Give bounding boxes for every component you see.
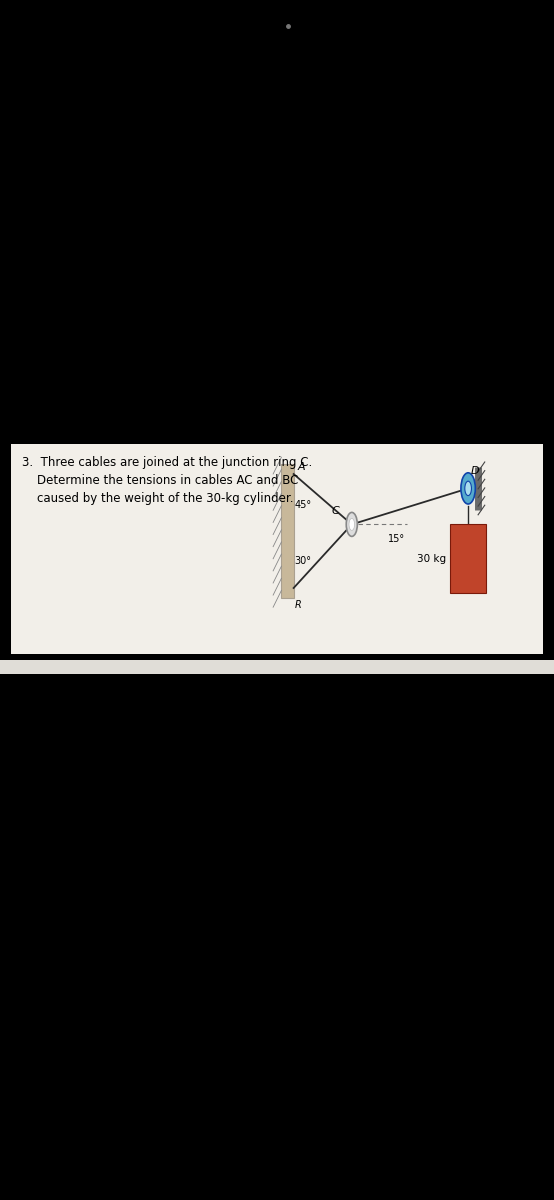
- Text: 45°: 45°: [295, 500, 312, 510]
- Text: A: A: [298, 462, 306, 472]
- Circle shape: [465, 481, 471, 496]
- Text: C: C: [332, 506, 340, 516]
- Text: D: D: [470, 467, 479, 476]
- Text: 15°: 15°: [388, 534, 405, 544]
- Text: 3.  Three cables are joined at the junction ring C.
    Determine the tensions i: 3. Three cables are joined at the juncti…: [22, 456, 312, 505]
- Bar: [11, 444, 543, 654]
- Text: R: R: [295, 600, 301, 610]
- Text: 30 kg: 30 kg: [417, 553, 445, 564]
- Bar: [450, 524, 486, 593]
- Circle shape: [349, 518, 355, 530]
- Circle shape: [346, 512, 357, 536]
- Bar: [0, 660, 554, 674]
- Circle shape: [461, 473, 475, 504]
- Text: 30°: 30°: [295, 557, 312, 566]
- Bar: [281, 464, 294, 598]
